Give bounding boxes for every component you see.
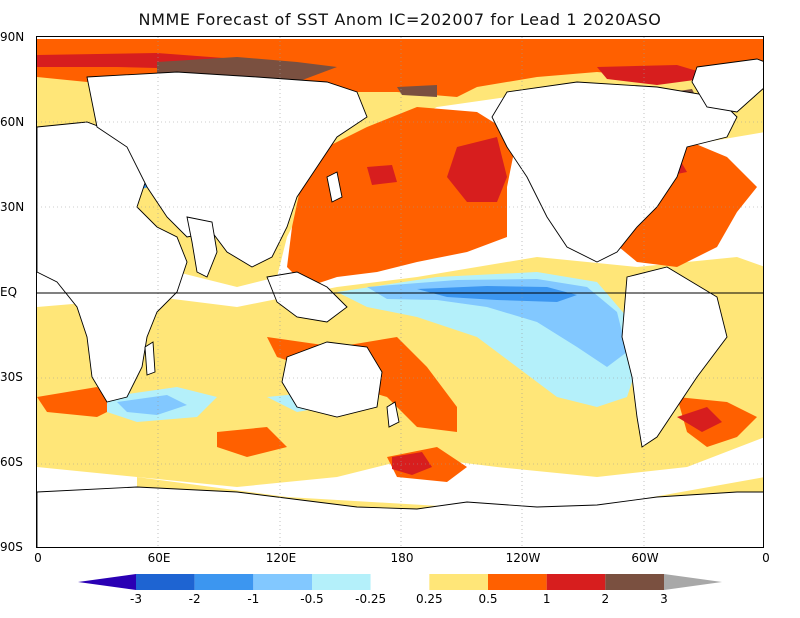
colorbar-tick-label: 2	[601, 592, 610, 606]
colorbar-swatch	[546, 574, 606, 590]
y-label-60s: 60S	[0, 455, 23, 469]
map-panel	[36, 36, 764, 548]
sst-anomaly-map	[37, 37, 763, 547]
colorbar-tick-label: -0.5	[300, 592, 324, 606]
colorbar-swatch	[370, 574, 430, 590]
antarctica-landmass	[37, 486, 763, 547]
land-masses	[37, 58, 763, 547]
madagascar-landmass	[144, 341, 156, 376]
colorbar-tick-label: 0.5	[478, 592, 498, 606]
x-label-180: 180	[390, 551, 414, 565]
x-label-0-end: 0	[762, 551, 770, 565]
colorbar-swatch	[605, 574, 664, 590]
colorbar-tick-label: 0.25	[415, 592, 443, 606]
colorbar	[78, 574, 722, 590]
x-label-60w: 60W	[631, 551, 659, 565]
colorbar-tick-label: 1	[542, 592, 551, 606]
colorbar-swatch	[194, 574, 254, 590]
colorbar-swatch	[429, 574, 488, 590]
india-landmass	[186, 216, 218, 278]
colorbar-tick-label: 3	[660, 592, 668, 606]
colorbar-swatch	[312, 574, 371, 590]
greenland-landmass	[691, 58, 763, 113]
y-label-eq: EQ	[0, 285, 18, 299]
y-label-90s: 90S	[0, 540, 23, 554]
maritime-continent	[266, 271, 348, 323]
colorbar-tick-label: -0.25	[355, 592, 387, 606]
south-america-landmass	[621, 266, 728, 448]
x-label-120w: 120W	[505, 551, 541, 565]
colorbar-swatch	[488, 574, 547, 590]
colorbar-max-arrow	[664, 574, 722, 590]
x-label-0: 0	[34, 551, 42, 565]
colorbar-min-arrow	[78, 574, 136, 590]
y-label-60n: 60N	[0, 115, 25, 129]
colorbar-tick-label: -1	[247, 592, 260, 606]
asia-landmass	[86, 71, 368, 268]
colorbar-swatch	[253, 574, 312, 590]
japan-landmass	[326, 171, 343, 203]
anomaly-band-neg-1-to-neg-0-5	[117, 279, 627, 415]
y-label-30s: 30S	[0, 370, 23, 384]
colorbar-tick-label: -3	[130, 592, 142, 606]
australia-landmass	[281, 341, 383, 418]
x-label-60e: 60E	[147, 551, 171, 565]
map-title: NMME Forecast of SST Anom IC=202007 for …	[138, 10, 662, 29]
x-label-120e: 120E	[265, 551, 297, 565]
y-label-30n: 30N	[0, 200, 25, 214]
y-label-90n: 90N	[0, 30, 25, 44]
new-zealand-landmass	[386, 401, 400, 428]
colorbar-swatch	[136, 574, 195, 590]
colorbar-tick-label: -2	[188, 592, 201, 606]
